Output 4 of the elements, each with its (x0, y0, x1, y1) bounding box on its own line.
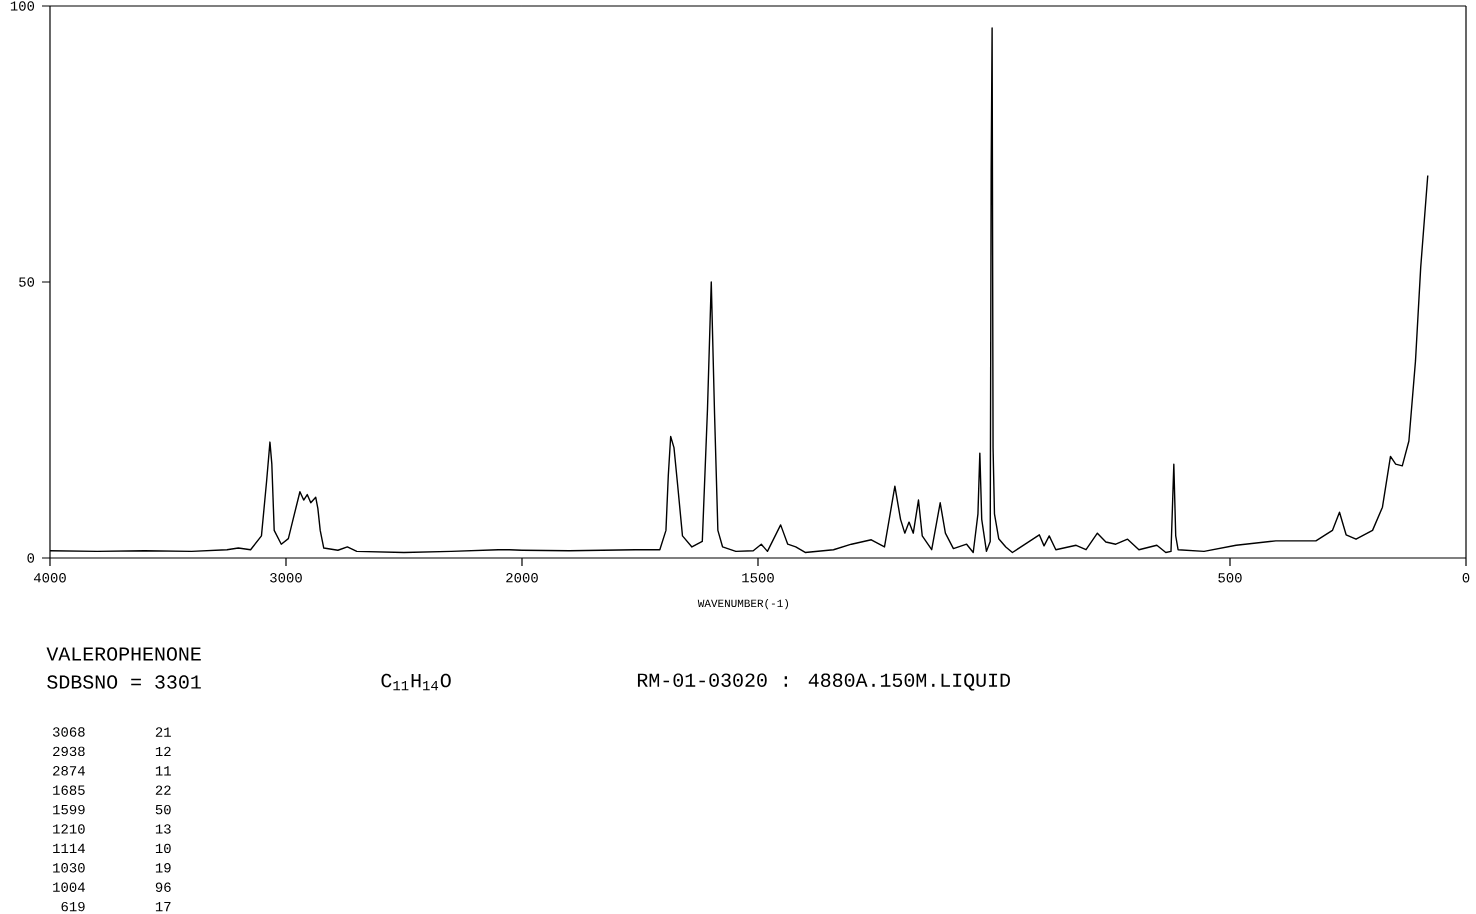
text: C$_{11}$H$_{14}$O (381, 673, 451, 691)
text: RM-01-03020 : 4880A.150M.LIQUID (637, 673, 1010, 691)
text: SDBSNO = 3301 (47, 675, 201, 689)
text: VALEROPHENONE (46, 647, 201, 661)
